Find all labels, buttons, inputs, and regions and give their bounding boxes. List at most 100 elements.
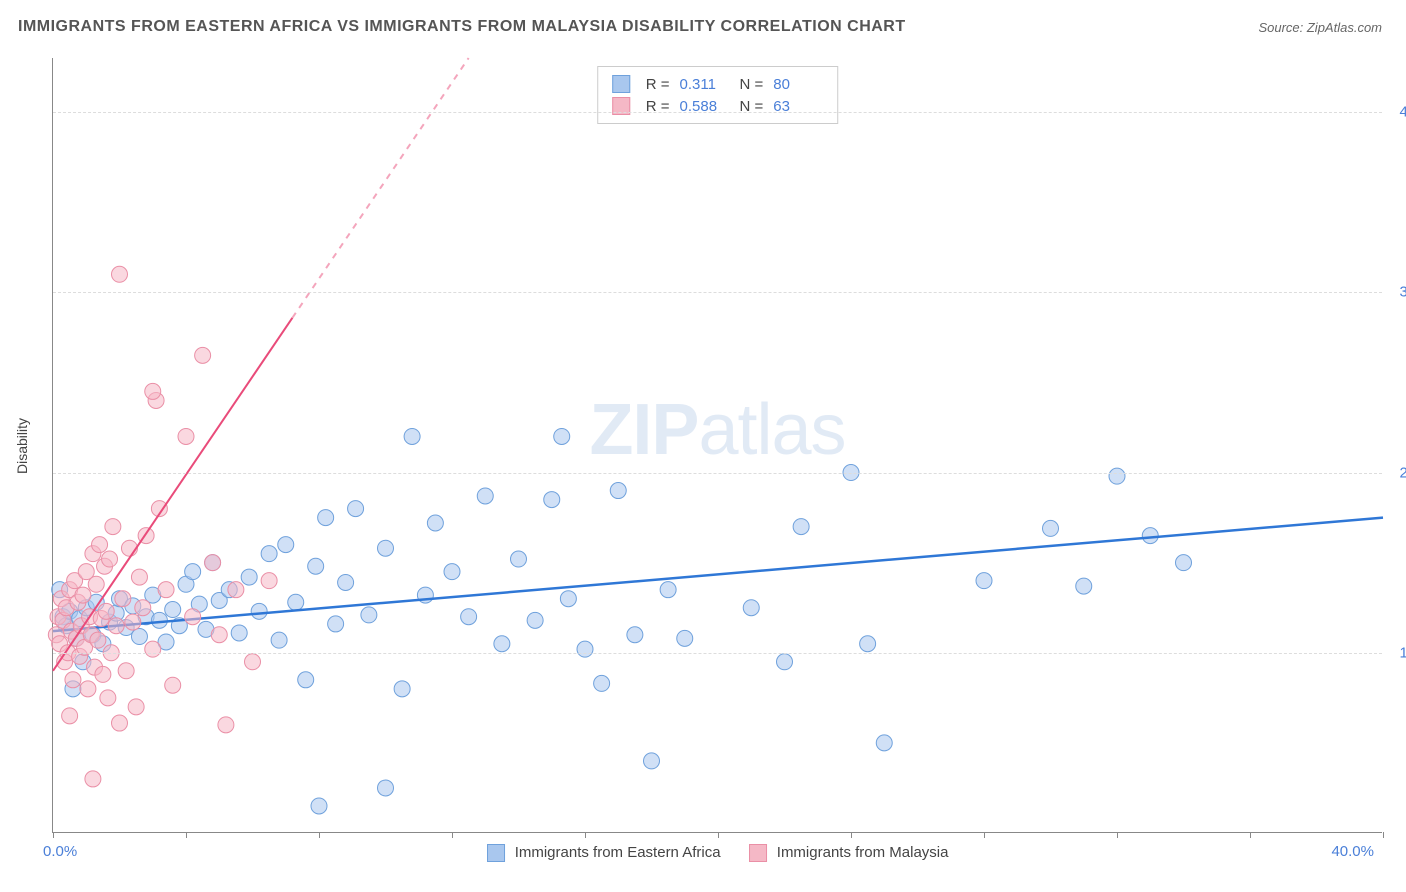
data-point: [185, 609, 201, 625]
data-point: [976, 573, 992, 589]
data-point: [128, 699, 144, 715]
plot-area: ZIPatlas R = 0.311 N = 80 R = 0.588 N = …: [52, 58, 1382, 833]
data-point: [338, 574, 354, 590]
data-point: [112, 266, 128, 282]
data-point: [1043, 520, 1059, 536]
x-axis-min-label: 0.0%: [43, 843, 77, 860]
x-tick: [851, 832, 852, 838]
x-tick: [984, 832, 985, 838]
data-point: [777, 654, 793, 670]
data-point: [251, 603, 267, 619]
data-point: [554, 428, 570, 444]
data-point: [348, 501, 364, 517]
legend-item-1: Immigrants from Malaysia: [749, 844, 949, 862]
data-point: [444, 564, 460, 580]
data-point: [92, 537, 108, 553]
data-point: [394, 681, 410, 697]
data-point: [278, 537, 294, 553]
y-tick-label: 40.0%: [1399, 104, 1406, 121]
data-point: [627, 627, 643, 643]
data-point: [131, 629, 147, 645]
data-point: [108, 618, 124, 634]
source-label: Source: ZipAtlas.com: [1258, 20, 1382, 35]
data-point: [560, 591, 576, 607]
data-point: [361, 607, 377, 623]
data-point: [743, 600, 759, 616]
x-tick: [319, 832, 320, 838]
data-point: [145, 383, 161, 399]
data-point: [115, 591, 131, 607]
data-point: [527, 612, 543, 628]
data-point: [271, 632, 287, 648]
data-point: [88, 576, 104, 592]
legend-item-0: Immigrants from Eastern Africa: [487, 844, 721, 862]
data-point: [261, 573, 277, 589]
data-point: [65, 672, 81, 688]
x-tick: [53, 832, 54, 838]
legend-swatch-0: [487, 844, 505, 862]
x-axis-max-label: 40.0%: [1331, 843, 1374, 860]
y-tick-label: 20.0%: [1399, 464, 1406, 481]
data-point: [165, 602, 181, 618]
data-point: [378, 780, 394, 796]
gridline: [53, 473, 1382, 474]
data-point: [494, 636, 510, 652]
y-tick-label: 10.0%: [1399, 644, 1406, 661]
data-point: [288, 594, 304, 610]
trend-line-dashed: [292, 58, 468, 318]
data-point: [195, 347, 211, 363]
data-point: [544, 492, 560, 508]
data-point: [135, 600, 151, 616]
chart-title: IMMIGRANTS FROM EASTERN AFRICA VS IMMIGR…: [18, 18, 906, 36]
x-tick: [1117, 832, 1118, 838]
data-point: [158, 582, 174, 598]
data-point: [1076, 578, 1092, 594]
data-point: [231, 625, 247, 641]
gridline: [53, 653, 1382, 654]
data-point: [85, 771, 101, 787]
data-point: [1109, 468, 1125, 484]
data-point: [594, 675, 610, 691]
data-point: [178, 428, 194, 444]
data-point: [211, 627, 227, 643]
x-tick: [1250, 832, 1251, 838]
y-axis-title: Disability: [14, 418, 30, 474]
data-point: [660, 582, 676, 598]
scatter-plot-svg: [53, 58, 1382, 832]
gridline: [53, 112, 1382, 113]
data-point: [118, 663, 134, 679]
legend-label-0: Immigrants from Eastern Africa: [515, 844, 721, 861]
data-point: [318, 510, 334, 526]
data-point: [131, 569, 147, 585]
data-point: [860, 636, 876, 652]
y-tick-label: 30.0%: [1399, 284, 1406, 301]
data-point: [112, 715, 128, 731]
data-point: [228, 582, 244, 598]
gridline: [53, 292, 1382, 293]
data-point: [378, 540, 394, 556]
data-point: [308, 558, 324, 574]
data-point: [165, 677, 181, 693]
data-point: [677, 630, 693, 646]
data-point: [644, 753, 660, 769]
data-point: [404, 428, 420, 444]
data-point: [90, 632, 106, 648]
data-point: [185, 564, 201, 580]
x-tick: [452, 832, 453, 838]
data-point: [511, 551, 527, 567]
data-point: [95, 666, 111, 682]
x-tick: [585, 832, 586, 838]
data-point: [245, 654, 261, 670]
data-point: [62, 708, 78, 724]
data-point: [100, 690, 116, 706]
data-point: [80, 681, 96, 697]
data-point: [145, 641, 161, 657]
data-point: [1176, 555, 1192, 571]
bottom-legend: Immigrants from Eastern Africa Immigrant…: [487, 844, 949, 862]
data-point: [75, 587, 91, 603]
data-point: [577, 641, 593, 657]
data-point: [125, 614, 141, 630]
data-point: [98, 603, 114, 619]
data-point: [461, 609, 477, 625]
legend-label-1: Immigrants from Malaysia: [777, 844, 949, 861]
